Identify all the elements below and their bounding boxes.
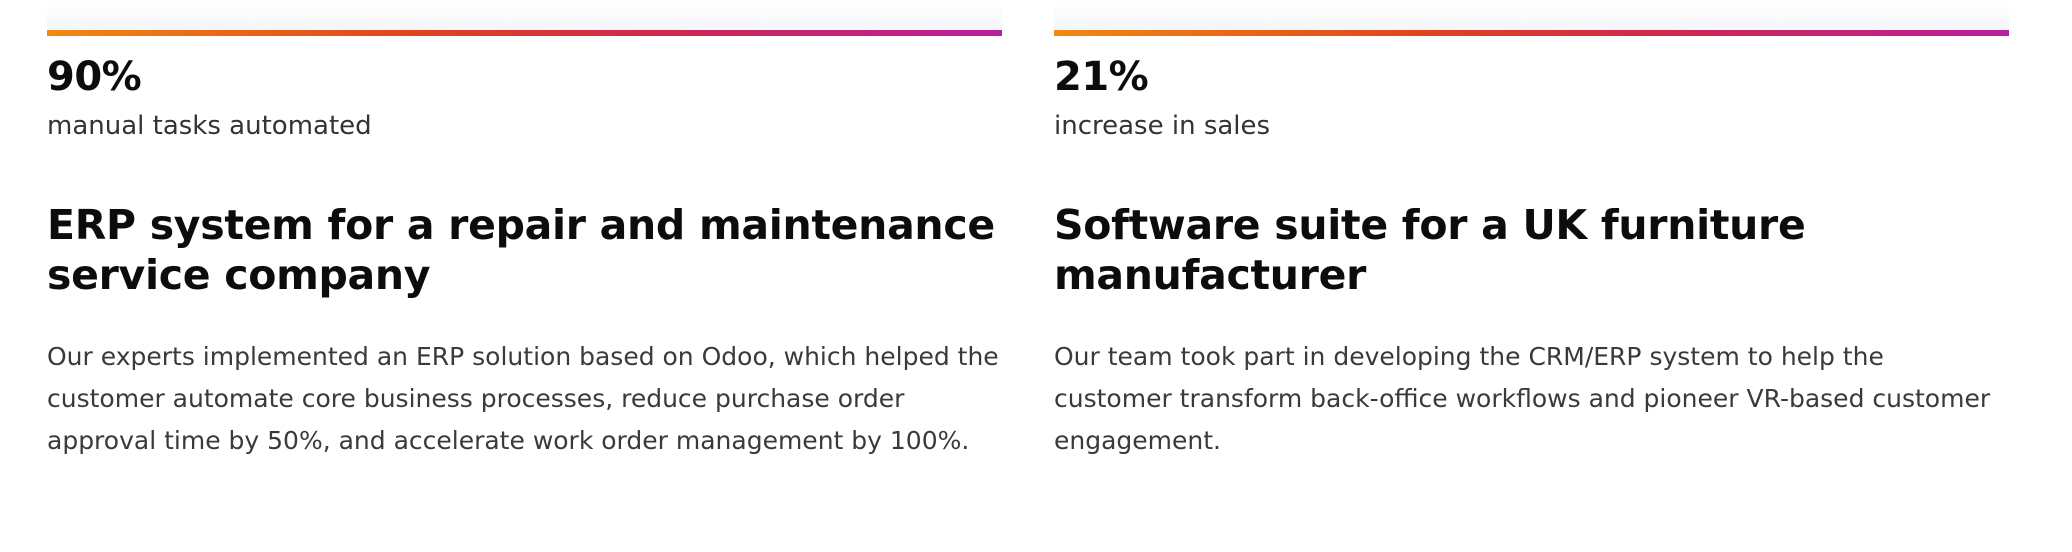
case-description: Our team took part in developing the CRM… xyxy=(1054,342,1991,455)
card-image-edge xyxy=(1054,0,2009,30)
stat-value: 90% xyxy=(47,54,142,100)
case-title[interactable]: Software suite for a UK furniture manufa… xyxy=(1054,201,1806,299)
case-card-erp-repair[interactable]: 90% manual tasks automated ERP system fo… xyxy=(47,0,1002,462)
stat-caption: increase in sales xyxy=(1054,111,1271,141)
stat-caption: manual tasks automated xyxy=(47,111,372,141)
accent-gradient-bar xyxy=(47,30,1002,36)
case-card-furniture-suite[interactable]: 21% increase in sales Software suite for… xyxy=(1054,0,2009,462)
accent-gradient-bar xyxy=(1054,30,2009,36)
card-image-edge xyxy=(47,0,1002,30)
case-title[interactable]: ERP system for a repair and maintenance … xyxy=(47,201,995,299)
stat-value: 21% xyxy=(1054,54,1149,100)
case-description: Our experts implemented an ERP solution … xyxy=(47,342,999,455)
